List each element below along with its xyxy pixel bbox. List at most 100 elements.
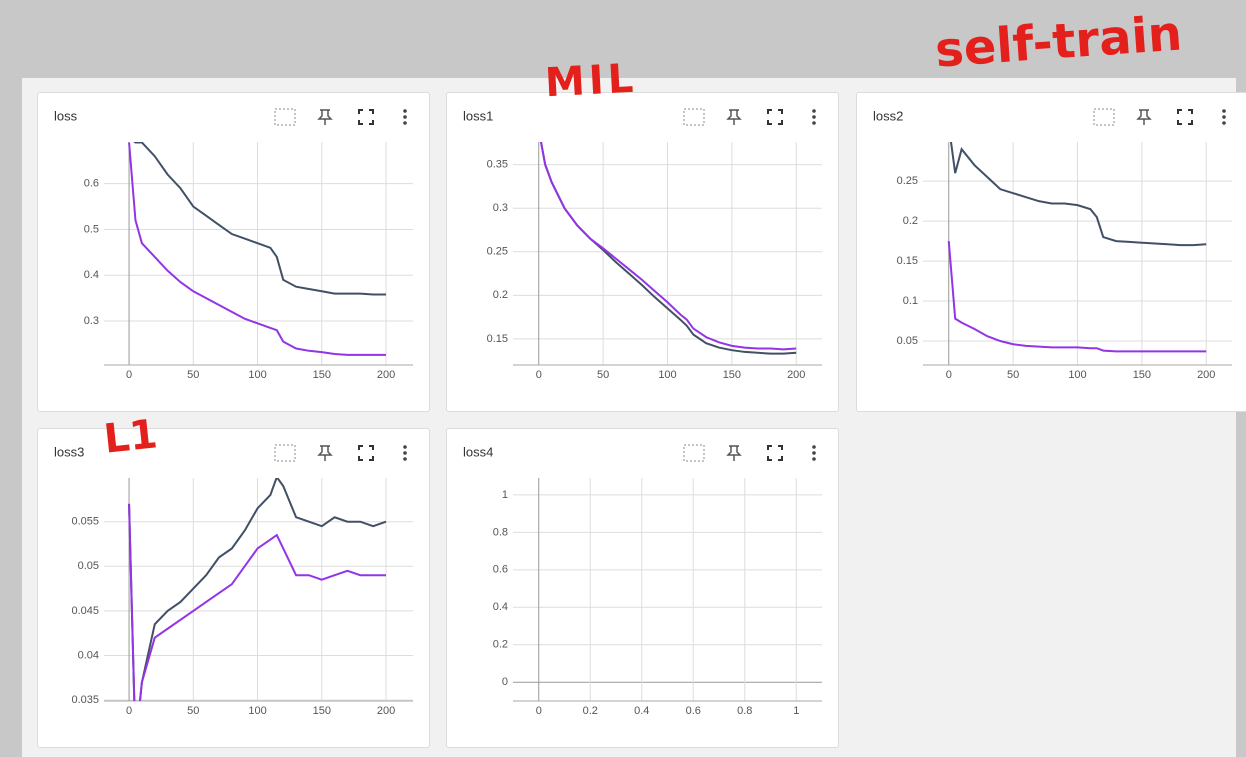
x-tick-label: 100 — [1068, 369, 1086, 381]
menu-button[interactable] — [1222, 109, 1226, 113]
chart-title: loss3 — [54, 444, 84, 459]
menu-button[interactable] — [403, 445, 407, 449]
y-tick-label: 0.2 — [903, 215, 918, 227]
menu-button[interactable] — [812, 109, 816, 113]
chart-card: loss1 0.15 0.2 0.25 0.3 0.35 0 50 100 150 200 — [446, 92, 839, 412]
y-tick-label: 0.35 — [487, 159, 508, 171]
x-tick-label: 0 — [946, 369, 952, 381]
chart-card: loss3 0.035 0.04 0.045 0.05 0.055 0 50 100 150 200 — [37, 428, 430, 748]
y-tick-label: 0.3 — [84, 315, 99, 327]
x-tick-label: 0 — [126, 369, 132, 381]
series-line — [128, 503, 387, 701]
y-tick-label: 0.2 — [493, 639, 508, 651]
y-tick-label: 0.04 — [78, 649, 99, 661]
x-tick-label: 0 — [536, 369, 542, 381]
menu-button[interactable] — [1222, 115, 1226, 119]
chart: loss 0.3 0.4 0.5 0.6 0 50 100 150 200 — [54, 108, 413, 381]
fullscreen-button[interactable] — [358, 445, 374, 461]
y-tick-label: 0.2 — [493, 289, 508, 301]
chart-card: loss2 0.05 0.1 0.15 0.2 0.25 0 50 100 150 200 — [856, 92, 1246, 412]
x-tick-label: 1 — [793, 705, 799, 717]
chart-title: loss — [54, 108, 78, 123]
menu-button[interactable] — [812, 445, 816, 449]
x-tick-label: 0.6 — [686, 705, 701, 717]
chart: loss3 0.035 0.04 0.045 0.05 0.055 0 50 100 150 200 — [54, 444, 413, 717]
chart-card: loss 0.3 0.4 0.5 0.6 0 50 100 150 200 — [37, 92, 430, 412]
y-tick-label: 0.15 — [897, 255, 918, 267]
menu-button[interactable] — [812, 457, 816, 461]
y-tick-label: 0.25 — [487, 246, 508, 258]
y-tick-label: 0.15 — [487, 333, 508, 345]
x-tick-label: 150 — [723, 369, 741, 381]
series-line — [947, 241, 1207, 353]
x-tick-label: 100 — [248, 705, 266, 717]
y-tick-label: 0 — [502, 676, 508, 688]
x-tick-label: 200 — [787, 369, 805, 381]
chart: loss4 0 0.2 0.4 0.6 0.8 1 0 0.2 0.4 0.6 0.8 1 — [463, 444, 822, 717]
pin-button[interactable] — [726, 445, 742, 461]
x-tick-label: 50 — [187, 369, 199, 381]
annotation: L1 — [101, 411, 160, 463]
menu-button[interactable] — [1222, 121, 1226, 125]
fit-domain-button[interactable] — [274, 108, 296, 126]
x-tick-label: 50 — [1007, 369, 1019, 381]
chart-title: loss2 — [873, 108, 903, 123]
fullscreen-button[interactable] — [358, 109, 374, 125]
y-tick-label: 0.4 — [84, 269, 99, 281]
menu-button[interactable] — [812, 451, 816, 455]
menu-button[interactable] — [403, 457, 407, 461]
chart: loss1 0.15 0.2 0.25 0.3 0.35 0 50 100 150 200 — [463, 108, 822, 381]
y-tick-label: 0.3 — [493, 202, 508, 214]
x-tick-label: 0 — [536, 705, 542, 717]
menu-button[interactable] — [403, 109, 407, 113]
menu-button[interactable] — [403, 121, 407, 125]
fit-domain-button[interactable] — [1093, 108, 1115, 126]
x-tick-label: 0.2 — [583, 705, 598, 717]
annotation: MIL — [543, 55, 639, 107]
y-tick-label: 0.055 — [71, 516, 99, 528]
x-tick-label: 100 — [248, 369, 266, 381]
menu-button[interactable] — [812, 115, 816, 119]
fullscreen-button[interactable] — [767, 109, 783, 125]
menu-button[interactable] — [403, 115, 407, 119]
x-tick-label: 200 — [1197, 369, 1215, 381]
y-tick-label: 0.4 — [493, 601, 508, 613]
y-tick-label: 0.6 — [493, 564, 508, 576]
fullscreen-button[interactable] — [1177, 109, 1193, 125]
x-tick-label: 0.4 — [634, 705, 649, 717]
series-line — [949, 142, 1207, 247]
chart-title: loss4 — [463, 444, 493, 459]
x-tick-label: 150 — [313, 705, 331, 717]
y-tick-label: 0.5 — [84, 223, 99, 235]
x-tick-label: 200 — [377, 705, 395, 717]
series-line — [539, 142, 797, 351]
y-tick-label: 0.8 — [493, 526, 508, 538]
pin-button[interactable] — [726, 109, 742, 125]
y-tick-label: 0.25 — [897, 175, 918, 187]
fullscreen-button[interactable] — [767, 445, 783, 461]
y-tick-label: 0.045 — [71, 605, 99, 617]
x-tick-label: 0.8 — [737, 705, 752, 717]
pin-button[interactable] — [317, 109, 333, 125]
chart-card: loss4 0 0.2 0.4 0.6 0.8 1 0 0.2 0.4 0.6 0.8 1 — [446, 428, 839, 748]
pin-button[interactable] — [1136, 109, 1152, 125]
series-line — [128, 142, 387, 356]
fit-domain-button[interactable] — [274, 444, 296, 462]
fit-domain-button[interactable] — [683, 444, 705, 462]
x-tick-label: 0 — [126, 705, 132, 717]
series-line — [128, 478, 387, 701]
x-tick-label: 50 — [187, 705, 199, 717]
y-tick-label: 1 — [502, 489, 508, 501]
dashboard: loss 0.3 0.4 0.5 0.6 0 50 100 150 200 loss1 0.15 0.2… — [22, 78, 1246, 757]
y-tick-label: 0.05 — [897, 335, 918, 347]
y-tick-label: 0.6 — [84, 178, 99, 190]
x-tick-label: 50 — [597, 369, 609, 381]
x-tick-label: 200 — [377, 369, 395, 381]
menu-button[interactable] — [812, 121, 816, 125]
fit-domain-button[interactable] — [683, 108, 705, 126]
x-tick-label: 100 — [658, 369, 676, 381]
menu-button[interactable] — [403, 451, 407, 455]
pin-button[interactable] — [317, 445, 333, 461]
chart: loss2 0.05 0.1 0.15 0.2 0.25 0 50 100 150 200 — [873, 108, 1232, 381]
